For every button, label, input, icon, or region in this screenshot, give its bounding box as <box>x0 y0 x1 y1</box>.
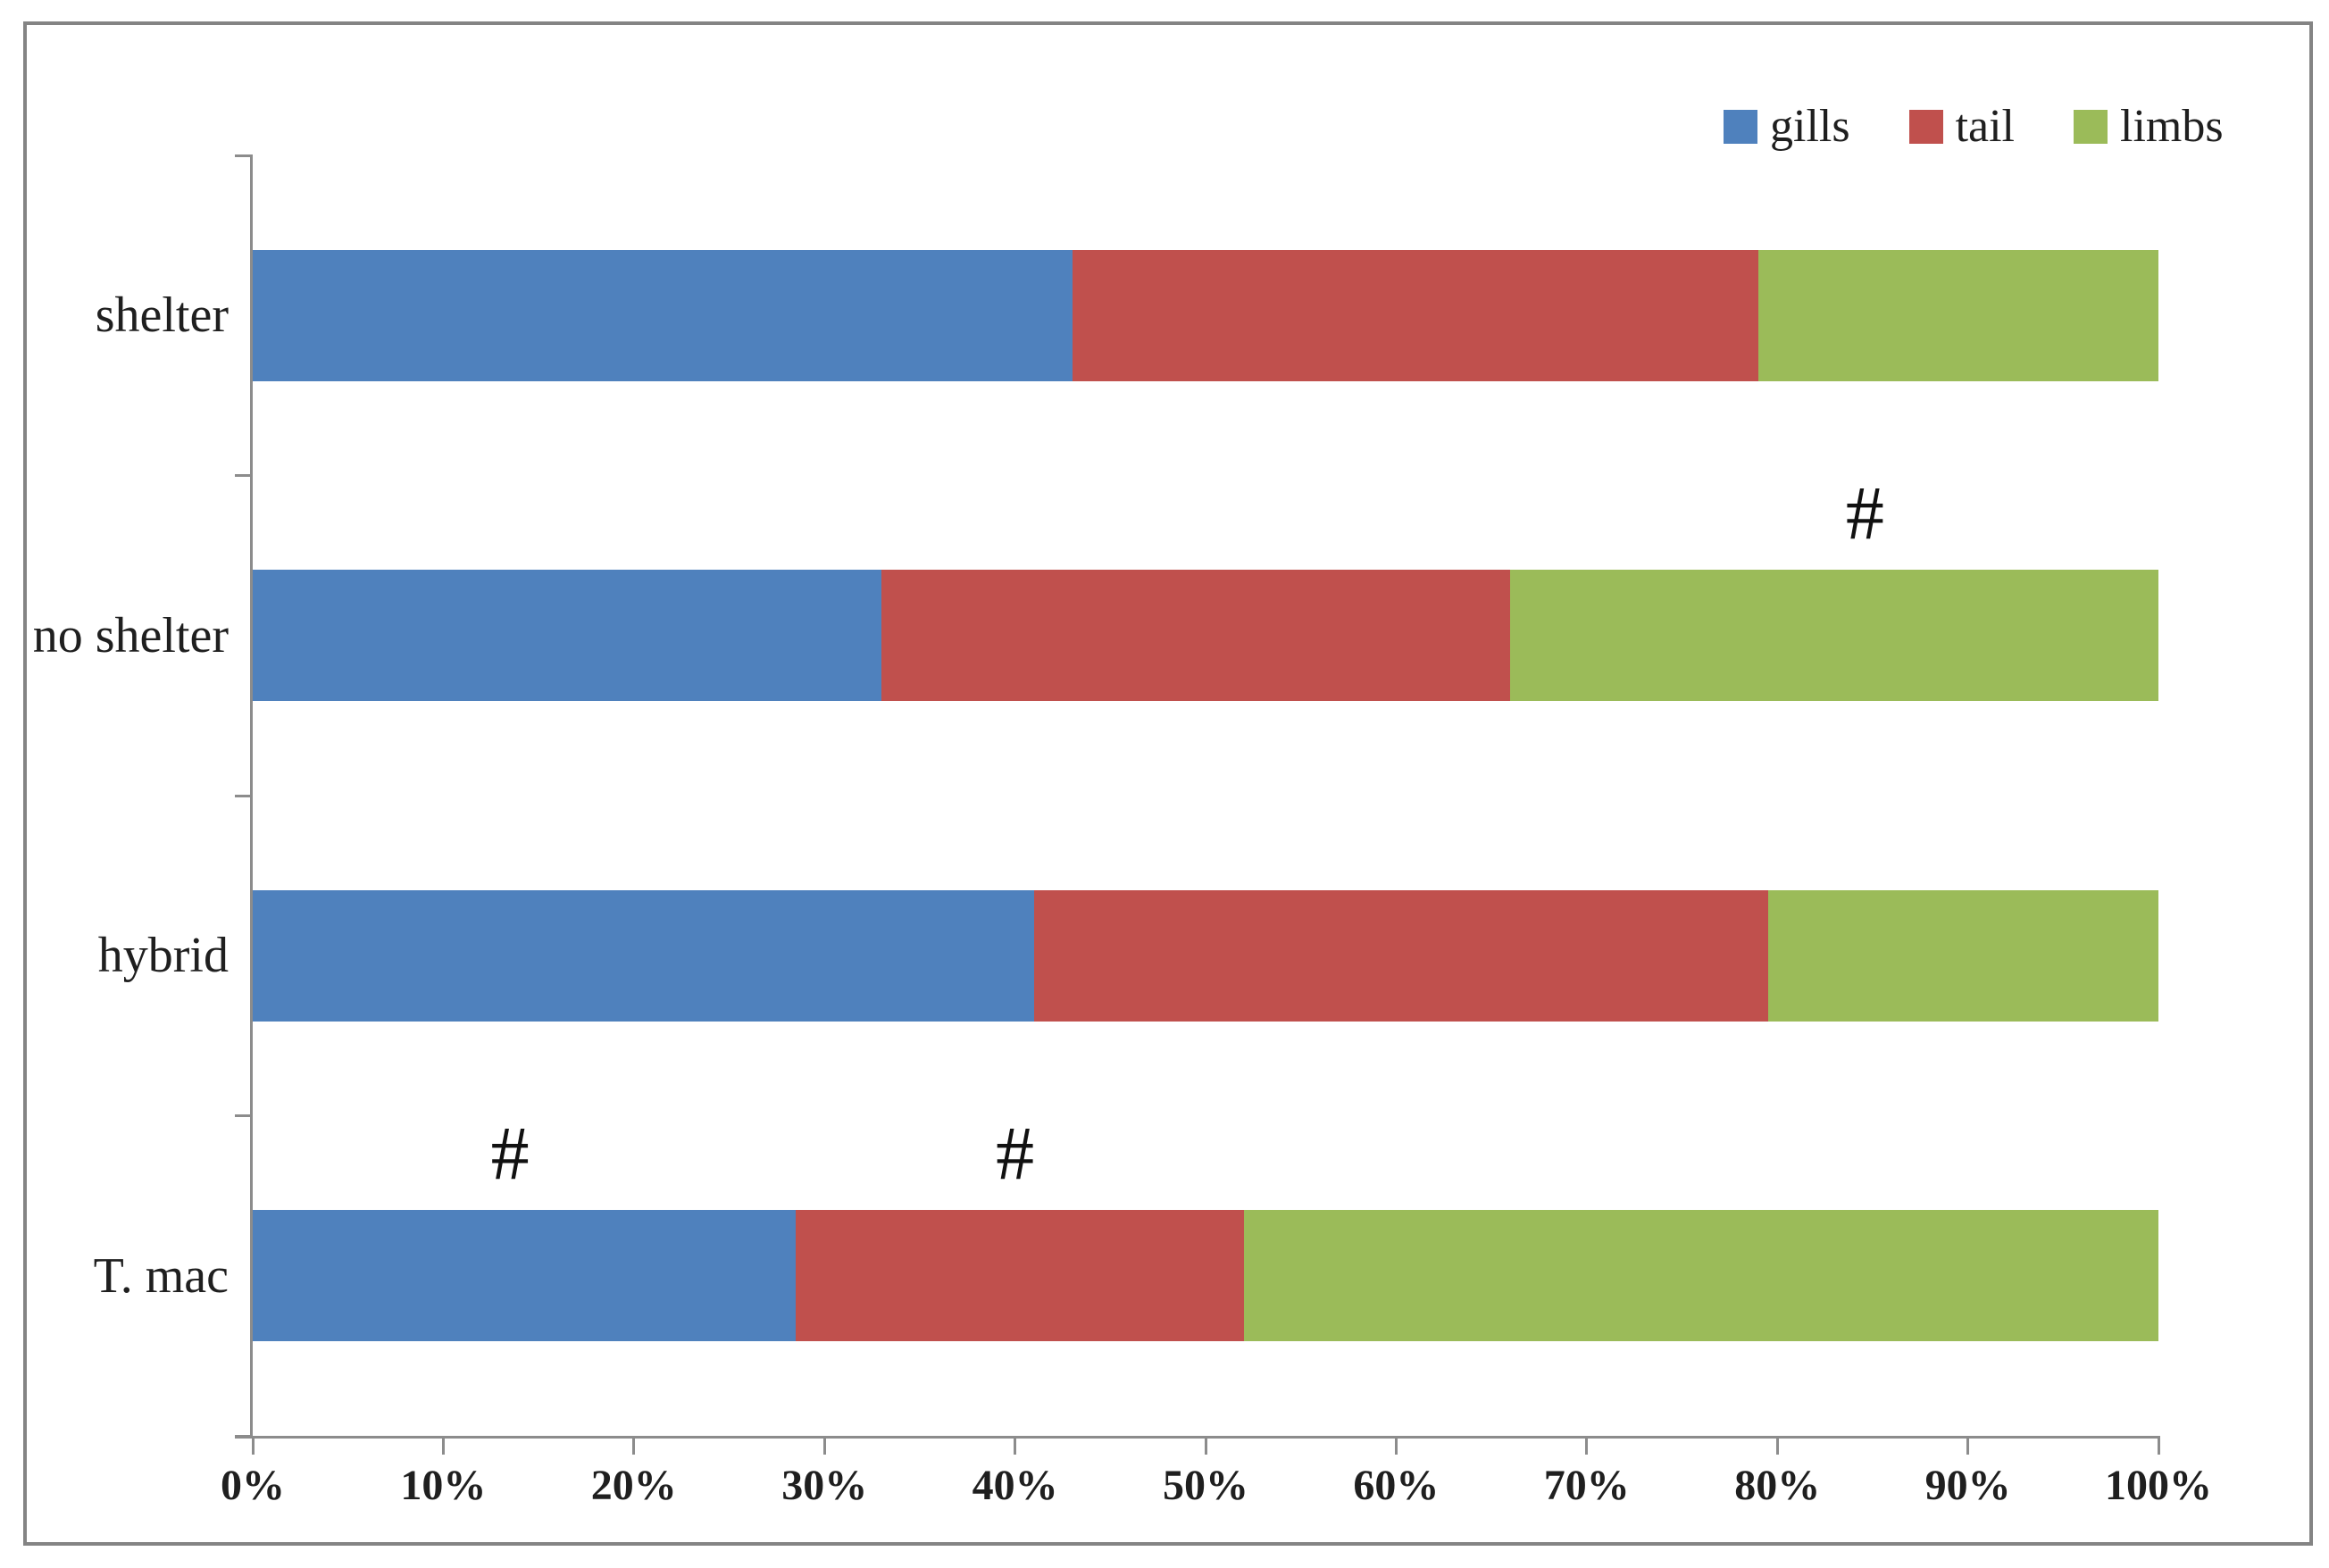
x-axis-tick <box>1775 1436 1779 1455</box>
legend-item-tail: tail <box>1908 100 2015 154</box>
y-axis-tick <box>235 794 253 797</box>
y-axis-tick <box>235 474 253 477</box>
x-axis-tick <box>251 1436 255 1455</box>
x-tick-label: 20% <box>590 1462 677 1509</box>
x-axis-tick <box>1585 1436 1589 1455</box>
x-axis-tick <box>441 1436 445 1455</box>
x-tick-label: 50% <box>1163 1462 1248 1509</box>
legend-item-gills: gills <box>1724 100 1850 154</box>
bar-segment-gills <box>253 249 1073 381</box>
chart-border: 0% 10% 20% 30% 40% 50% 60% 70% 80% 90% 100% shelter… <box>23 21 2313 1546</box>
significance-annotation: # <box>490 1110 530 1197</box>
category-label: T. mac <box>93 1247 229 1304</box>
chart-legend: gills tail limbs <box>1724 100 2224 154</box>
x-tick-label: 60% <box>1353 1462 1440 1509</box>
bar-segment-tail <box>1072 249 1758 381</box>
category-label: no shelter <box>32 607 229 663</box>
x-axis-tick <box>1204 1436 1207 1455</box>
legend-item-limbs: limbs <box>2074 100 2224 154</box>
legend-label: gills <box>1770 101 1850 152</box>
x-tick-label: 30% <box>781 1462 868 1509</box>
x-axis-tick <box>1394 1436 1398 1455</box>
bar-segment-tail <box>1033 889 1768 1022</box>
legend-label: tail <box>1955 101 2015 152</box>
x-axis-tick <box>822 1436 826 1455</box>
x-tick-label: 100% <box>2105 1462 2212 1509</box>
bar-segment-limbs <box>1767 889 2158 1022</box>
x-tick-label: 0% <box>221 1462 285 1509</box>
legend-label: limbs <box>2120 101 2224 152</box>
x-axis-tick <box>1014 1436 1017 1455</box>
x-tick-label: 80% <box>1734 1462 1821 1509</box>
x-tick-label: 70% <box>1543 1462 1630 1509</box>
bar-segment-tail <box>881 570 1511 702</box>
bar-segment-limbs <box>1243 1210 2158 1342</box>
y-axis-tick <box>235 1434 253 1438</box>
x-axis-tick <box>2157 1436 2160 1455</box>
x-axis-line <box>235 1436 2158 1439</box>
x-axis-tick <box>1966 1436 1970 1455</box>
y-axis-tick <box>235 1114 253 1117</box>
legend-swatch-limbs <box>2074 109 2108 144</box>
significance-annotation: # <box>1845 470 1884 556</box>
legend-swatch-tail <box>1908 109 1943 144</box>
category-label: hybrid <box>97 928 229 984</box>
x-tick-label: 90% <box>1924 1462 2011 1509</box>
significance-annotation: # <box>996 1110 1035 1197</box>
bar-segment-gills <box>253 570 882 702</box>
legend-swatch-gills <box>1724 109 1757 144</box>
bar-segment-tail <box>796 1210 1244 1342</box>
bar-segment-limbs <box>1510 570 2158 702</box>
x-tick-label: 10% <box>400 1462 487 1509</box>
bar-segment-gills <box>253 1210 797 1342</box>
y-axis-tick <box>235 154 253 157</box>
stacked-bar-chart: 0% 10% 20% 30% 40% 50% 60% 70% 80% 90% 100% shelter… <box>4 4 2329 1568</box>
bar-segment-gills <box>253 889 1034 1022</box>
category-label: shelter <box>95 288 229 344</box>
x-tick-label: 40% <box>972 1462 1058 1509</box>
x-axis-tick <box>632 1436 636 1455</box>
bar-segment-limbs <box>1757 249 2158 381</box>
